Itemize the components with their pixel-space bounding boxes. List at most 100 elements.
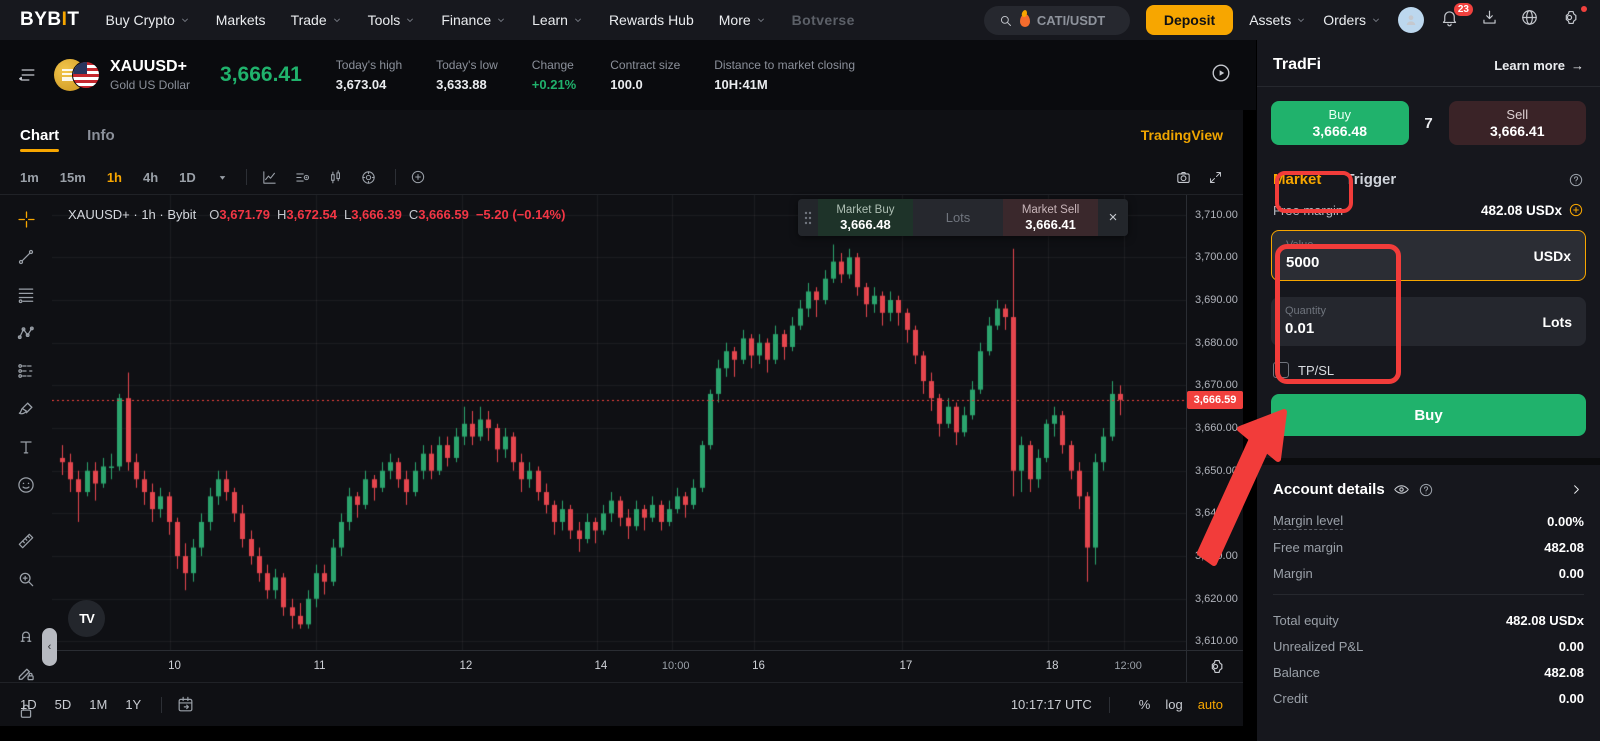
range-1m[interactable]: 1M	[89, 697, 108, 712]
axis-settings-corner[interactable]	[1186, 650, 1243, 682]
range-1d[interactable]: 1D	[20, 697, 37, 712]
eye-icon[interactable]	[1393, 481, 1410, 498]
nav-item-rewards-hub[interactable]: Rewards Hub	[609, 12, 694, 28]
nav-item-botverse[interactable]: Botverse	[792, 12, 855, 28]
drawing-lock-icon[interactable]	[16, 663, 36, 687]
trendline-icon[interactable]	[16, 247, 36, 271]
tab-info[interactable]: Info	[87, 126, 115, 144]
market-buy-button[interactable]: Market Buy 3,666.48	[818, 199, 913, 236]
text-icon[interactable]	[16, 437, 36, 461]
globe-icon	[1520, 8, 1539, 27]
nav-item-assets[interactable]: Assets	[1249, 12, 1307, 28]
emoji-icon[interactable]	[16, 475, 36, 499]
nav-item-buy-crypto[interactable]: Buy Crypto	[106, 12, 191, 28]
scale-percent[interactable]: %	[1138, 697, 1151, 712]
add-funds-icon[interactable]	[1568, 202, 1584, 218]
symbol-block[interactable]: XAUUSD+ Gold US Dollar	[110, 58, 190, 92]
tpsl-checkbox[interactable]	[1273, 362, 1289, 378]
xabcd-pattern-icon[interactable]	[16, 323, 36, 347]
timeframe-4h[interactable]: 4h	[143, 169, 159, 185]
range-1y[interactable]: 1Y	[125, 697, 142, 712]
time-axis[interactable]: 10 11 12 14 10:00 16 17 18 12:00	[52, 650, 1186, 682]
range-5d[interactable]: 5D	[54, 697, 72, 712]
chevron-down-icon	[755, 14, 767, 26]
tab-trigger[interactable]: Trigger	[1345, 171, 1397, 188]
nav-item-orders[interactable]: Orders	[1323, 12, 1382, 28]
fullscreen-icon[interactable]	[1208, 170, 1223, 185]
brush-icon[interactable]	[16, 399, 36, 423]
timeframe-dropdown-icon[interactable]	[217, 172, 228, 183]
help-icon[interactable]	[1418, 482, 1434, 498]
buy-price-button[interactable]: Buy 3,666.48	[1271, 101, 1409, 145]
measure-icon[interactable]	[16, 531, 36, 555]
nav-item-trade[interactable]: Trade	[291, 12, 343, 28]
nav-item-more[interactable]: More	[719, 12, 767, 28]
fib-retracement-icon[interactable]	[16, 285, 36, 309]
scale-buttons: % log auto	[1139, 697, 1223, 712]
account-details-header[interactable]: Account details	[1257, 465, 1600, 504]
account-row-label: Margin	[1273, 565, 1313, 581]
nav-item-tools[interactable]: Tools	[368, 12, 417, 28]
chart-clock[interactable]: 10:17:17 UTC	[1010, 697, 1092, 712]
timeframe-1m[interactable]: 1m	[20, 169, 39, 185]
section-gap	[1257, 458, 1600, 465]
value-input-label: Value	[1286, 239, 1314, 251]
scale-auto[interactable]: auto	[1197, 697, 1223, 712]
settings-button[interactable]	[1560, 6, 1587, 32]
arrow-right-icon: →	[1571, 57, 1584, 73]
tab-market[interactable]: Market	[1273, 171, 1322, 188]
tutorial-video-icon[interactable]	[1210, 62, 1232, 84]
lock-all-icon[interactable]	[16, 701, 36, 725]
contract-list-icon[interactable]	[18, 65, 38, 85]
quantity-input[interactable]: Quantity 0.01 Lots	[1271, 297, 1586, 346]
snapshot-camera-icon[interactable]	[1175, 169, 1192, 186]
compare-candles-icon[interactable]	[327, 169, 344, 186]
bybit-logo[interactable]: BYBIT	[20, 9, 80, 30]
timeframe-1d[interactable]: 1D	[179, 169, 196, 185]
indicators-icon[interactable]	[294, 169, 311, 186]
nav-item-markets[interactable]: Markets	[216, 12, 266, 28]
price-axis[interactable]: 3,710.00 3,700.00 3,690.00 3,680.00 3,670.00…	[1186, 195, 1243, 650]
timeframe-1h[interactable]: 1h	[106, 169, 122, 185]
chart-type-icon[interactable]	[261, 169, 278, 186]
tpsl-row: TP/SL	[1257, 346, 1600, 378]
tradingview-link[interactable]: TradingView	[1140, 127, 1223, 143]
add-alert-icon[interactable]	[410, 169, 426, 185]
close-widget-button[interactable]: ×	[1098, 199, 1128, 236]
notifications-button[interactable]: 23	[1440, 3, 1473, 32]
chevron-right-icon[interactable]	[1569, 482, 1584, 497]
help-icon[interactable]	[1568, 172, 1584, 188]
time-tick: 12:00	[1114, 660, 1142, 672]
forecast-icon[interactable]	[16, 361, 36, 385]
tab-chart[interactable]: Chart	[20, 113, 60, 158]
submit-buy-button[interactable]: Buy	[1271, 394, 1586, 436]
nav-item-label: Learn	[532, 12, 568, 28]
value-input[interactable]: Value 5000 USDx	[1271, 230, 1586, 281]
collapse-toolbar-handle[interactable]: ‹	[42, 628, 57, 666]
zoom-in-icon[interactable]	[16, 569, 36, 593]
timeframe-15m[interactable]: 15m	[59, 169, 86, 185]
chart-settings-icon[interactable]	[360, 169, 377, 186]
nav-item-finance[interactable]: Finance	[441, 12, 507, 28]
sell-price-button[interactable]: Sell 3,666.41	[1448, 101, 1586, 145]
scale-log[interactable]: log	[1165, 697, 1183, 712]
lots-selector[interactable]: Lots	[912, 199, 1004, 236]
search-input[interactable]: CATI/USDT	[983, 5, 1130, 35]
deposit-button[interactable]: Deposit	[1145, 5, 1234, 35]
go-to-date-icon[interactable]	[176, 695, 195, 714]
tradingview-watermark[interactable]: TV	[68, 600, 105, 637]
downloads-button[interactable]	[1480, 8, 1504, 32]
drag-handle-icon[interactable]	[798, 199, 818, 236]
account-row: Unrealized P&L 0.00	[1273, 633, 1584, 659]
avatar[interactable]	[1398, 7, 1424, 33]
nav-item-learn[interactable]: Learn	[532, 12, 584, 28]
magnet-icon[interactable]	[16, 625, 36, 649]
learn-more-link[interactable]: Learn more →	[1494, 57, 1584, 73]
language-button[interactable]	[1520, 8, 1544, 32]
crosshair-icon[interactable]	[16, 209, 37, 233]
stat-value: 3,633.88	[436, 77, 487, 92]
account-row-value: 0.00	[1558, 565, 1584, 581]
ohlc-legend: XAUUSD+ · 1h · Bybit O3,671.79 H3,672.54 L…	[68, 207, 565, 222]
price-chart[interactable]	[52, 195, 1186, 650]
market-sell-button[interactable]: Market Sell 3,666.41	[1003, 199, 1099, 236]
